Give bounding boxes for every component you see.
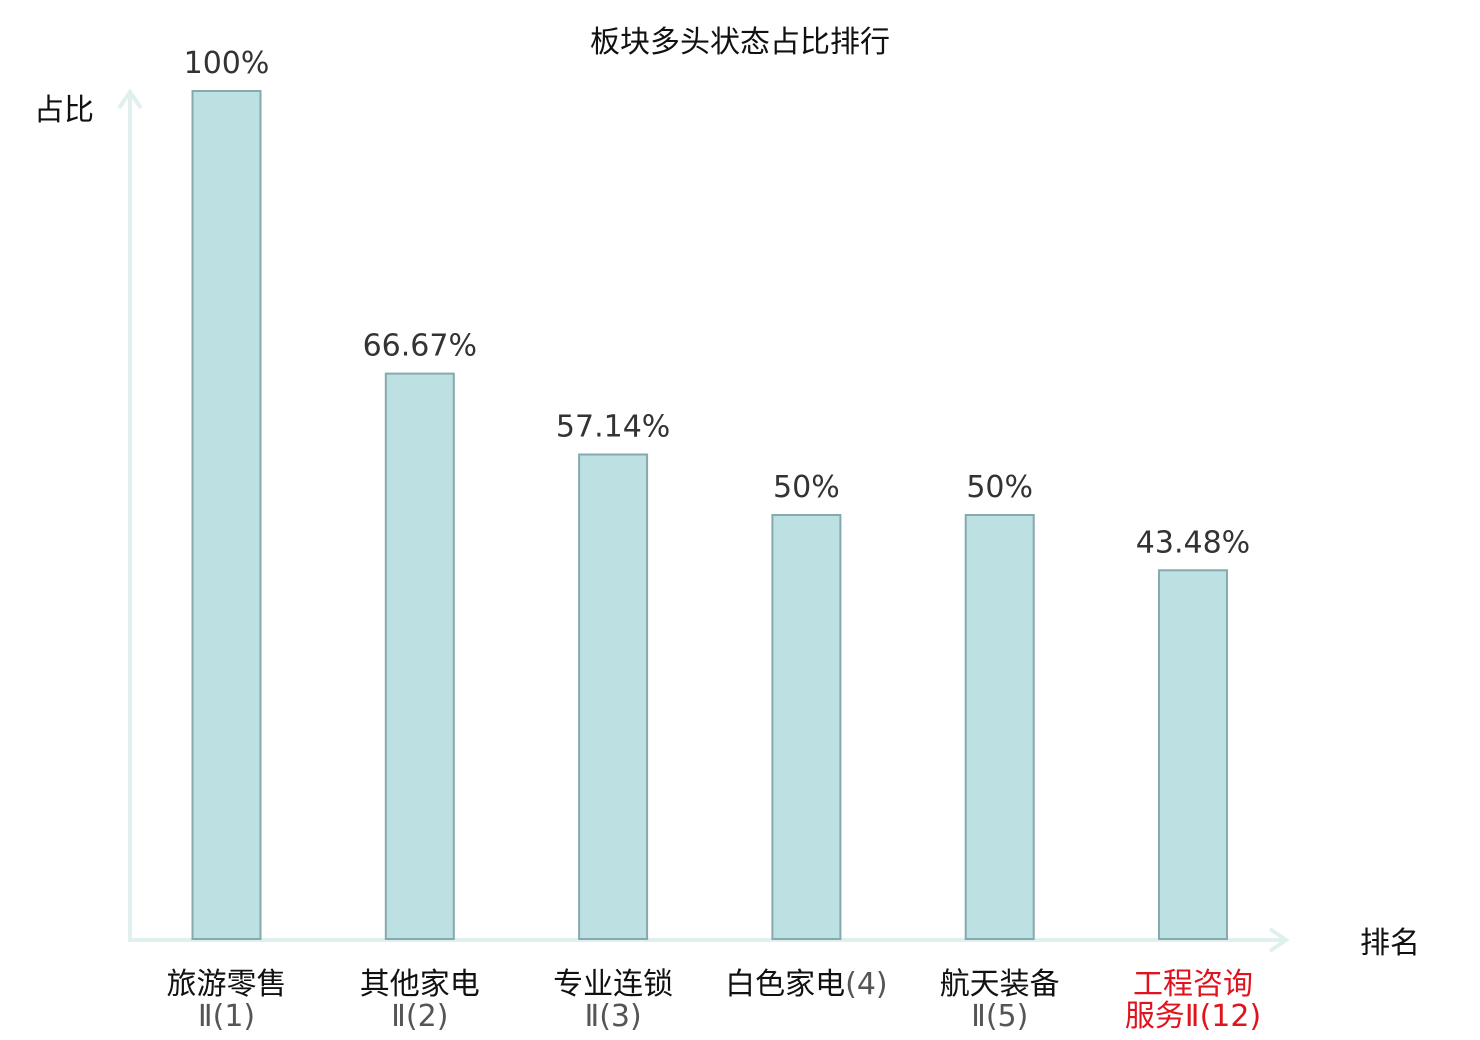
y-axis-arrow [117, 88, 143, 110]
category-tick-label: 航天装备 Ⅱ(5) [940, 967, 1060, 1034]
bar-value-label: 100% [184, 46, 270, 81]
bar-value-label: 50% [966, 470, 1033, 505]
bar [384, 372, 455, 941]
x-axis-arrow [1268, 927, 1290, 953]
y-axis: 占比 [34, 88, 143, 940]
category-tick-label: 白色家电(4) [725, 967, 888, 1002]
bar [1158, 569, 1228, 940]
bar-value-label: 66.67% [363, 329, 477, 364]
category-tick-label: 专业连锁 Ⅱ(3) [553, 967, 673, 1034]
category-tick-label: 其他家电 Ⅱ(2) [360, 967, 480, 1034]
bar [771, 514, 842, 940]
y-axis-label: 占比 [34, 93, 94, 128]
value-labels: 100% 66.67% 57.14% 50% 50% 43.48% [184, 46, 1251, 560]
x-axis-label: 排名 [1360, 926, 1420, 961]
chart-title: 板块多头状态占比排行 [590, 25, 890, 60]
bar-value-label: 50% [773, 470, 840, 505]
x-axis: 排名 [128, 926, 1420, 961]
bar-value-label: 43.48% [1136, 525, 1250, 560]
bar-series [191, 90, 1228, 941]
bar-value-label: 57.14% [556, 410, 670, 445]
category-labels: 旅游零售 Ⅱ(1) 其他家电 Ⅱ(2) 专业连锁 Ⅱ(3) 白色家电(4) 航天装备 Ⅱ(5) 工… [167, 967, 1262, 1034]
bar [191, 90, 262, 940]
bar [964, 514, 1035, 940]
category-tick-label: 工程咨询服务Ⅱ(12) [1125, 967, 1261, 1034]
bar [578, 453, 649, 940]
category-tick-label: 旅游零售 Ⅱ(1) [167, 967, 287, 1034]
